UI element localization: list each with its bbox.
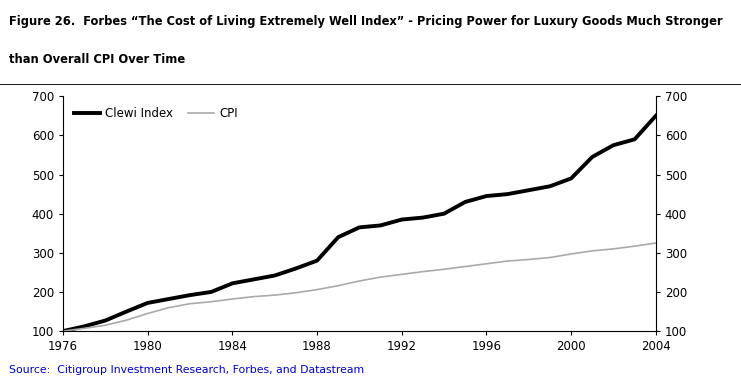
Text: than Overall CPI Over Time: than Overall CPI Over Time: [9, 52, 185, 65]
Text: Source:  Citigroup Investment Research, Forbes, and Datastream: Source: Citigroup Investment Research, F…: [9, 365, 364, 375]
Text: Figure 26.  Forbes “The Cost of Living Extremely Well Index” - Pricing Power for: Figure 26. Forbes “The Cost of Living Ex…: [9, 15, 722, 28]
Legend: Clewi Index, CPI: Clewi Index, CPI: [69, 102, 243, 125]
